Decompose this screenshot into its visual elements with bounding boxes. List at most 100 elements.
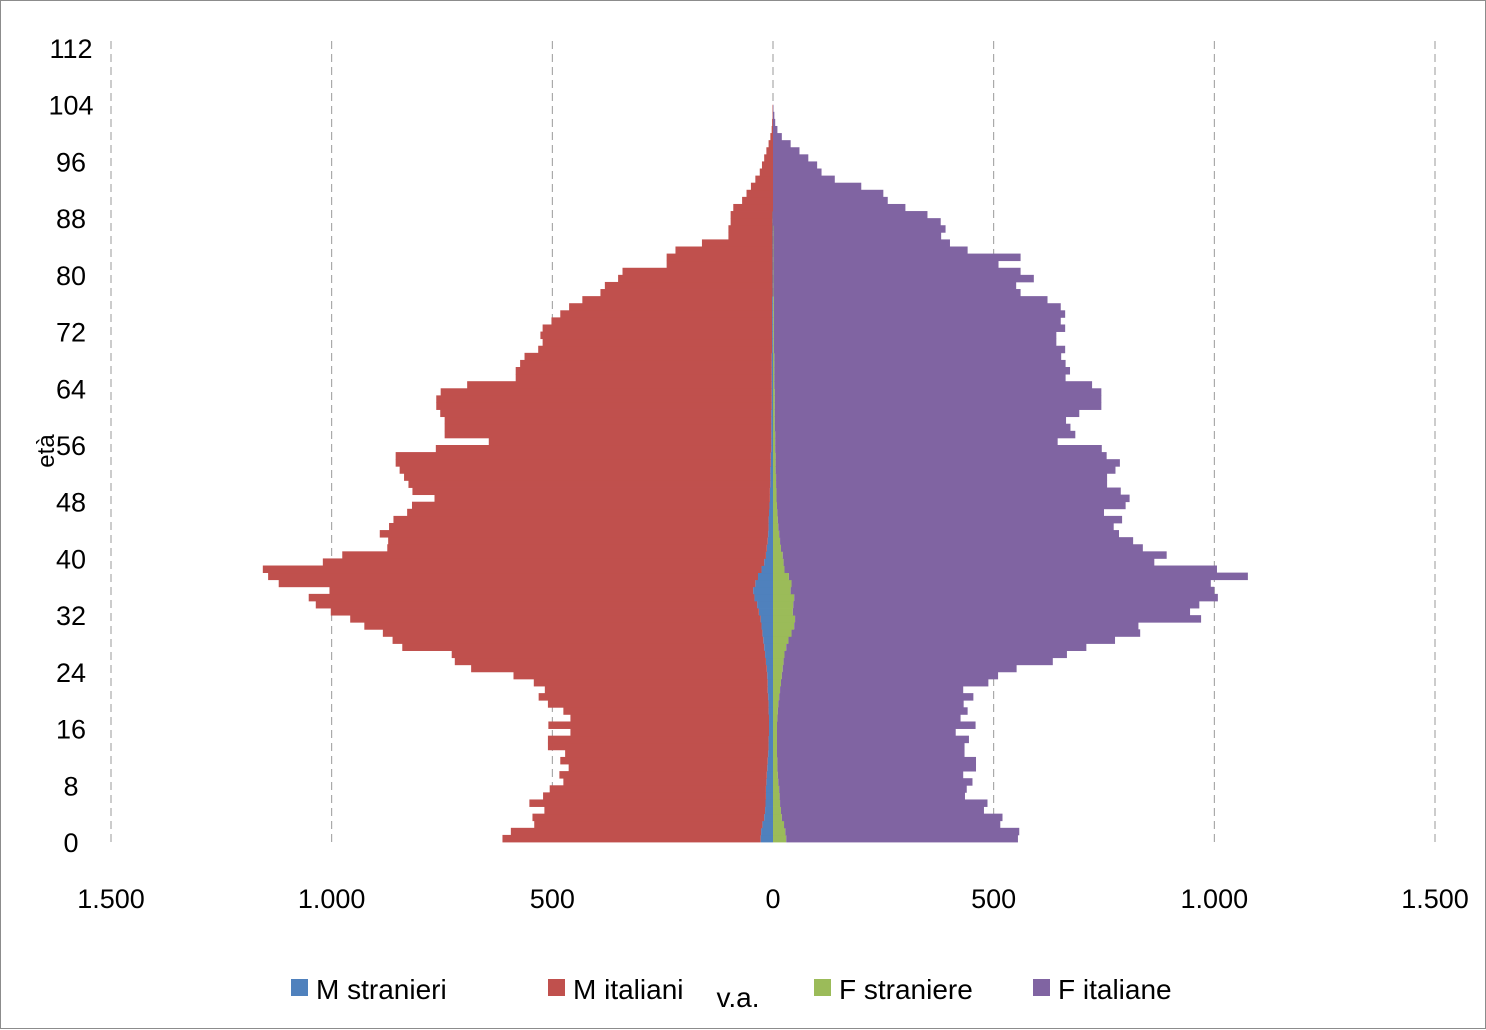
bar-m-italiani-48 xyxy=(434,495,769,502)
bar-m-stranieri-36 xyxy=(755,580,773,587)
bar-m-stranieri-57 xyxy=(771,431,773,438)
bar-m-stranieri-32 xyxy=(759,608,773,615)
bar-f-straniere-15 xyxy=(773,729,777,736)
bar-f-italiane-41 xyxy=(781,544,1143,551)
bar-m-stranieri-20 xyxy=(768,693,773,700)
bar-m-italiani-72 xyxy=(543,324,772,331)
bar-f-italiane-22 xyxy=(781,679,988,686)
bar-m-italiani-2 xyxy=(534,821,762,828)
legend-label-f-straniere: F straniere xyxy=(839,974,973,1005)
bar-m-italiani-78 xyxy=(605,282,773,289)
y-tick-label-16: 16 xyxy=(56,715,86,745)
bar-m-stranieri-67 xyxy=(772,360,773,367)
bar-f-italiane-38 xyxy=(784,566,1217,573)
bar-f-italiane-17 xyxy=(777,714,960,721)
bar-f-italiane-39 xyxy=(784,558,1155,565)
y-tick-label-8: 8 xyxy=(63,771,78,801)
bar-f-straniere-29 xyxy=(773,629,792,636)
bar-m-italiani-39 xyxy=(323,558,764,565)
bar-f-italiane-73 xyxy=(774,317,1061,324)
bar-f-straniere-54 xyxy=(773,452,776,459)
bar-m-italiani-7 xyxy=(550,785,766,792)
bar-f-italiane-27 xyxy=(786,644,1086,651)
bar-f-italiane-84 xyxy=(773,239,950,246)
bar-f-italiane-32 xyxy=(793,608,1190,615)
bar-m-italiani-70 xyxy=(543,339,772,346)
bar-f-straniere-6 xyxy=(773,792,780,799)
bar-m-stranieri-64 xyxy=(772,381,773,388)
bar-m-italiani-62 xyxy=(436,395,771,402)
bar-m-italiani-34 xyxy=(309,594,755,601)
y-axis-title: età xyxy=(33,434,60,468)
bar-f-straniere-7 xyxy=(773,785,779,792)
bar-f-italiane-71 xyxy=(774,332,1056,339)
bar-m-italiani-28 xyxy=(393,636,764,643)
bar-f-straniere-9 xyxy=(773,771,778,778)
bar-f-straniere-66 xyxy=(773,367,774,374)
bar-m-italiani-55 xyxy=(436,445,771,452)
x-axis-title: v.a. xyxy=(716,982,759,1013)
bar-f-italiane-99 xyxy=(773,133,782,140)
bar-f-straniere-65 xyxy=(773,374,774,381)
bar-f-italiane-90 xyxy=(773,197,888,204)
bar-m-stranieri-17 xyxy=(769,714,773,721)
bar-m-stranieri-23 xyxy=(767,672,773,679)
bar-f-italiane-76 xyxy=(774,296,1048,303)
bar-f-straniere-8 xyxy=(773,778,778,785)
bar-f-italiane-58 xyxy=(775,424,1071,431)
bar-m-stranieri-37 xyxy=(758,573,773,580)
bar-f-italiane-0 xyxy=(786,835,1018,842)
bar-f-italiane-21 xyxy=(780,686,963,693)
bar-f-italiane-4 xyxy=(781,807,984,814)
bar-f-italiane-9 xyxy=(778,771,963,778)
bar-f-italiane-25 xyxy=(784,658,1053,665)
bar-m-italiani-56 xyxy=(489,438,771,445)
bar-f-italiane-55 xyxy=(775,445,1102,452)
bar-m-stranieri-69 xyxy=(772,346,773,353)
bar-f-italiane-20 xyxy=(779,693,973,700)
bar-m-italiani-4 xyxy=(544,807,765,814)
bar-f-straniere-49 xyxy=(773,488,777,495)
bar-m-stranieri-52 xyxy=(770,466,773,473)
bar-f-italiane-92 xyxy=(773,183,861,190)
x-tick-label-2: 500 xyxy=(530,884,575,914)
bar-m-italiani-68 xyxy=(525,353,772,360)
bar-m-stranieri-39 xyxy=(764,558,773,565)
bar-m-stranieri-25 xyxy=(766,658,773,665)
bar-f-italiane-56 xyxy=(775,438,1057,445)
bar-m-italiani-46 xyxy=(407,509,769,516)
bar-m-italiani-50 xyxy=(408,480,770,487)
bar-m-italiani-40 xyxy=(342,551,766,558)
bar-m-italiani-69 xyxy=(538,346,772,353)
y-tick-label-112: 112 xyxy=(49,34,92,64)
bar-m-stranieri-41 xyxy=(767,544,773,551)
bar-f-italiane-42 xyxy=(780,537,1133,544)
bar-m-italiani-17 xyxy=(570,714,769,721)
bar-f-italiane-7 xyxy=(779,785,967,792)
bar-f-straniere-43 xyxy=(773,530,779,537)
bar-m-stranieri-68 xyxy=(772,353,773,360)
bar-m-italiani-31 xyxy=(350,615,760,622)
bar-m-italiani-54 xyxy=(396,452,771,459)
bar-m-stranieri-35 xyxy=(753,587,773,594)
bar-m-stranieri-70 xyxy=(772,339,773,346)
bar-m-stranieri-51 xyxy=(770,473,773,480)
bar-m-stranieri-15 xyxy=(769,729,773,736)
bar-f-italiane-72 xyxy=(774,324,1065,331)
bar-f-straniere-31 xyxy=(773,615,795,622)
bar-f-straniere-20 xyxy=(773,693,779,700)
bar-m-stranieri-55 xyxy=(771,445,773,452)
x-tick-label-4: 500 xyxy=(971,884,1016,914)
bar-f-italiane-65 xyxy=(774,374,1065,381)
bar-f-italiane-102 xyxy=(773,112,774,119)
bar-f-straniere-14 xyxy=(773,736,777,743)
bar-f-italiane-16 xyxy=(777,721,976,728)
x-tick-label-1: 1.000 xyxy=(298,884,366,914)
bar-f-straniere-21 xyxy=(773,686,780,693)
bar-f-italiane-59 xyxy=(775,417,1066,424)
y-tick-label-40: 40 xyxy=(56,544,86,574)
bar-f-straniere-45 xyxy=(773,516,778,523)
bar-f-italiane-18 xyxy=(778,707,968,714)
bar-f-italiane-5 xyxy=(780,799,987,806)
bar-f-italiane-12 xyxy=(777,750,965,757)
